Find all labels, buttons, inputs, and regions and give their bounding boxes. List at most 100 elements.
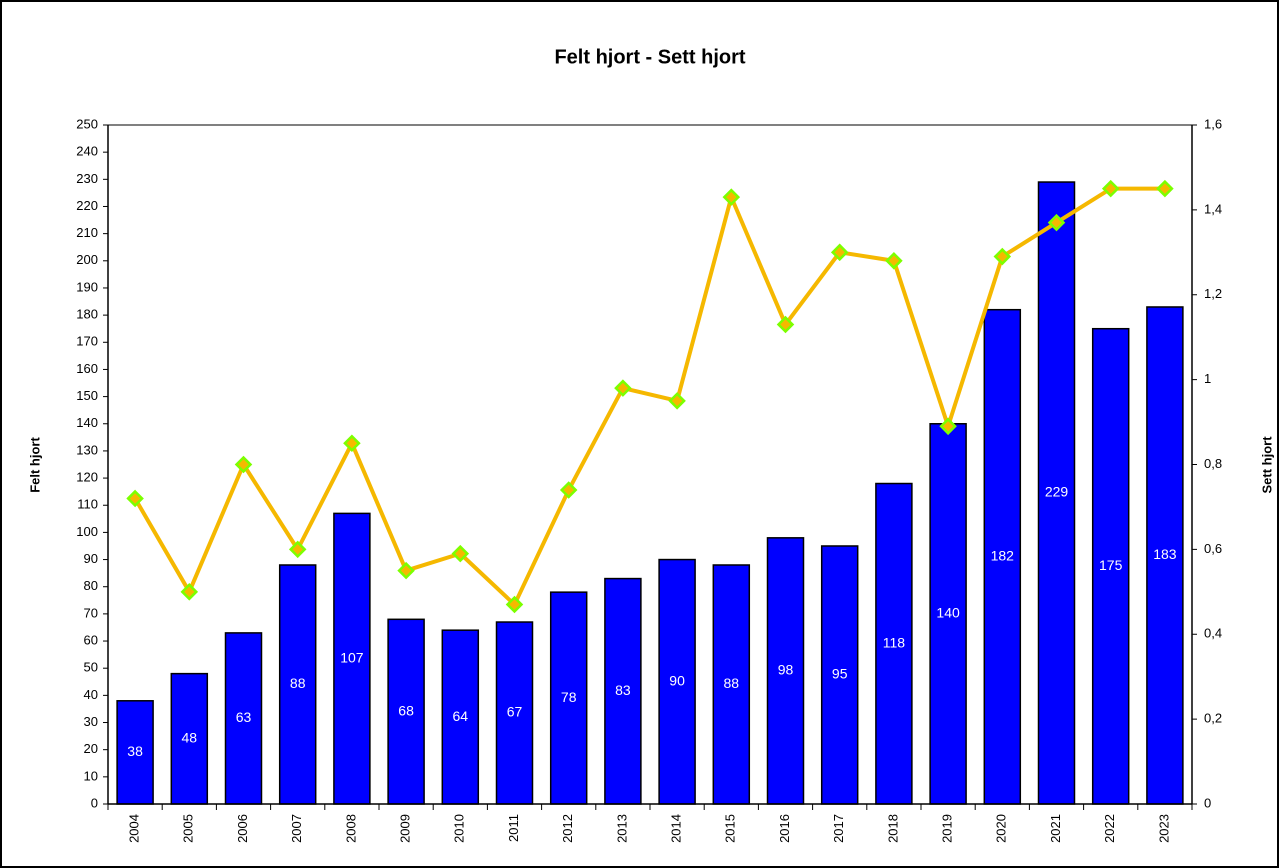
y-tick-label: 140 [76,415,98,430]
data-label: 64 [453,708,469,724]
x-tick-label: 2021 [1048,814,1063,843]
marker [1156,179,1174,198]
y-axis-label: Felt hjort [27,437,42,493]
y2-tick-label: 0,2 [1204,711,1222,726]
marker [343,434,361,453]
x-tick-label: 2017 [831,814,846,843]
marker [288,540,307,559]
x-tick-label: 2008 [343,814,358,843]
marker [939,417,957,436]
data-label: 107 [340,649,364,665]
x-tick-label: 2022 [1102,814,1117,843]
marker [180,583,199,601]
bar [224,632,263,805]
data-label: 38 [127,743,143,759]
marker [397,561,415,580]
marker [559,481,578,499]
x-tick-label: 2015 [723,814,738,843]
data-label: 140 [936,605,960,621]
y-tick-label: 190 [76,279,98,294]
y-tick-label: 160 [76,361,98,376]
y-tick-label: 80 [84,578,98,593]
y-tick-label: 0 [91,795,98,810]
y-tick-label: 150 [76,388,98,403]
marker [234,455,253,474]
data-label: 88 [724,675,740,691]
data-label: 118 [883,634,906,650]
x-tick-label: 2011 [506,814,521,842]
y-tick-label: 230 [76,171,98,186]
y2-tick-label: 1,6 [1204,116,1222,131]
x-tick-label: 2016 [777,814,792,843]
y-tick-label: 100 [76,524,98,539]
y-tick-label: 220 [76,198,98,213]
marker [993,247,1012,266]
bar [170,672,209,805]
y2-axis-label: Sett hjort [1259,436,1274,494]
data-label: 229 [1045,484,1069,500]
data-label: 98 [778,662,794,678]
marker [885,252,903,270]
data-label: 68 [398,702,414,718]
marker [505,595,524,614]
bar [1037,181,1076,805]
x-tick-label: 2006 [235,814,250,843]
x-tick-label: 2023 [1156,814,1171,843]
bar [333,512,371,805]
marker [1101,179,1120,198]
bar [658,558,696,805]
bar [766,537,805,805]
y2-tick-label: 1,4 [1204,201,1222,216]
marker [451,544,470,563]
y-tick-label: 50 [84,660,98,675]
y2-tick-label: 1,2 [1204,286,1222,301]
x-tick-label: 2005 [181,814,196,843]
bar [441,629,480,805]
y2-tick-label: 0 [1204,795,1211,810]
y-tick-label: 130 [76,442,98,457]
x-tick-label: 2007 [289,814,304,843]
marker [722,188,741,206]
y-tick-label: 170 [76,334,98,349]
y-tick-label: 250 [76,116,98,131]
y2-tick-label: 0,8 [1204,456,1222,471]
data-label: 63 [236,709,252,725]
y-tick-label: 120 [76,470,98,485]
y-tick-label: 30 [84,714,98,729]
x-tick-label: 2020 [994,814,1009,843]
bar [820,545,859,805]
x-tick-label: 2018 [885,814,900,843]
bar [1146,306,1184,805]
bar [495,621,534,805]
x-tick-label: 2012 [560,814,575,843]
y-tick-label: 200 [76,252,98,267]
x-tick-label: 2010 [452,814,467,843]
bar [875,482,913,805]
data-label: 175 [1099,557,1123,573]
marker [830,243,849,262]
marker [1047,213,1066,232]
line [133,186,1165,607]
data-label: 83 [615,682,631,698]
bar [387,618,425,805]
y-tick-label: 40 [84,687,98,702]
chart-title: Felt hjort - Sett hjort [554,46,745,68]
x-tick-label: 2014 [669,814,684,843]
data-label: 90 [669,672,685,688]
x-tick-label: 2004 [127,814,142,843]
bar [983,308,1022,805]
data-label: 48 [182,730,198,746]
marker [614,379,632,397]
y-tick-label: 110 [77,497,98,512]
data-label: 183 [1153,546,1177,562]
data-label: 182 [991,548,1015,564]
x-tick-label: 2013 [614,814,629,843]
data-label: 78 [561,689,577,705]
marker [126,489,144,508]
x-tick-label: 2019 [940,814,955,843]
y-tick-label: 60 [84,632,98,647]
y2-tick-label: 0,4 [1204,626,1222,641]
x-tick-label: 2009 [398,814,413,843]
data-label: 88 [290,675,306,691]
